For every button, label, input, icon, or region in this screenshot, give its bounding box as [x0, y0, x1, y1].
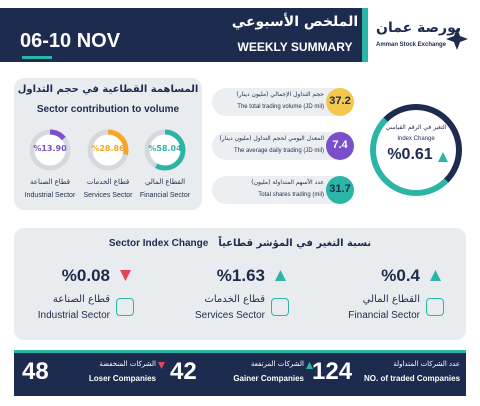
stat-label-ar: المعدل اليومي لحجم التداول (مليون دينار): [219, 135, 324, 142]
donut: [144, 129, 186, 171]
up-arrow: [430, 270, 441, 281]
sector-icon: [426, 298, 444, 316]
sector-change-title-ar: نسبة التغير في المؤشر قطاعياً: [218, 238, 372, 249]
company-label-en: Loser Companies: [88, 374, 156, 383]
stat-value: 7.4: [332, 139, 348, 151]
sector-name-ar: القطاع المالي: [362, 294, 420, 305]
direction-arrow: [430, 270, 441, 281]
index-label-ar: التغير في الرقم القياسي: [385, 124, 447, 131]
donut-label: %58.04: [148, 144, 182, 153]
index-circle: [370, 104, 462, 196]
stat-circle: [326, 88, 354, 116]
stat-value: 37.2: [329, 95, 351, 107]
direction-arrow: [275, 270, 286, 281]
direction-arrow: [158, 362, 165, 369]
up-arrow: [306, 362, 313, 369]
company-count: 124: [312, 358, 353, 385]
donut: [29, 129, 71, 171]
sector-icon: [116, 298, 134, 316]
direction-arrow: [306, 362, 313, 369]
sector-name-en: Industrial Sector: [24, 192, 76, 199]
companies-band: [14, 352, 466, 396]
down-arrow: [158, 362, 165, 369]
stat-label-ar: عدد الأسهم المتداولة (مليون): [251, 179, 324, 186]
sector-name-ar: قطاع الخدمات: [204, 294, 265, 305]
logo-icon: [446, 28, 468, 50]
up-arrow: [275, 270, 286, 281]
header-accent: [362, 8, 368, 62]
index-value: %0.61: [387, 146, 433, 163]
date: 06-10 NOV: [20, 30, 121, 52]
sector-name-ar: قطاع الخدمات: [86, 178, 130, 186]
donut-label: %13.90: [33, 144, 67, 153]
index-label-en: Index Change: [397, 136, 435, 142]
stat-label-ar: حجم التداول الإجمالي (مليون دينار): [236, 91, 324, 98]
logo-en: Amman Stock Exchange: [376, 42, 447, 48]
company-label-en: Gainer Companies: [233, 374, 304, 383]
title-en: WEEKLY SUMMARY: [237, 40, 353, 54]
sector-name-en: Financial Sector: [348, 310, 420, 321]
stat-label-en: The average daily trading (JD mil): [233, 148, 324, 154]
date-underline: [22, 56, 52, 59]
sector-change-value: %1.63: [216, 266, 265, 285]
donut-label: %28.86: [91, 144, 125, 153]
stat-label-en: Total shares trading (mil): [258, 192, 324, 198]
logo-ar: بورصة عمان: [376, 20, 462, 36]
stat-label-en: The total trading volume (JD mil): [237, 104, 324, 110]
donut-arc: [144, 129, 186, 171]
sector-change-value: %0.4: [381, 266, 420, 285]
contribution-title-en: Sector contribution to volume: [36, 104, 180, 115]
direction-arrow: [120, 270, 131, 281]
sector-icon: [271, 298, 289, 316]
sector-name-ar: قطاع الصناعة: [30, 178, 70, 186]
sector-name-en: Services Sector: [83, 192, 133, 199]
company-count: 48: [22, 358, 49, 385]
sector-name-ar: قطاع الصناعة: [52, 294, 110, 305]
sector-name-en: Financial Sector: [139, 192, 191, 199]
title-ar: الملخص الأسبوعي: [231, 14, 359, 30]
stat-circle: [326, 176, 354, 204]
stat-value: 31.7: [329, 183, 351, 195]
company-label-en: NO. of traded Companies: [364, 374, 461, 383]
sector-change-value: %0.08: [61, 266, 110, 285]
company-count: 42: [170, 358, 197, 385]
direction-arrow: [438, 152, 448, 162]
company-label-ar: الشركات المنخفضة: [99, 360, 156, 368]
sector-name-ar: القطاع المالي: [144, 178, 186, 186]
company-label-ar: عدد الشركات المتداولة: [393, 360, 460, 368]
sector-change-title-en: Sector Index Change: [108, 238, 209, 249]
company-label-ar: الشركات المرتفعة: [250, 360, 304, 368]
down-arrow: [120, 270, 131, 281]
sector-name-en: Industrial Sector: [37, 310, 110, 321]
sector-name-en: Services Sector: [194, 310, 265, 321]
stat-circle: [326, 132, 354, 160]
contribution-title-ar: المساهمة القطاعية في حجم التداول: [17, 84, 199, 95]
sector-change-title: Sector Index Change نسبة التغير في المؤشر…: [14, 238, 466, 249]
companies-accent: [14, 350, 466, 353]
donut-arc: [87, 129, 129, 171]
up-arrow: [438, 152, 448, 162]
donut-arc: [29, 129, 71, 171]
header-band: [0, 8, 362, 62]
donut: [87, 129, 129, 171]
sector-change-panel: [14, 228, 466, 340]
